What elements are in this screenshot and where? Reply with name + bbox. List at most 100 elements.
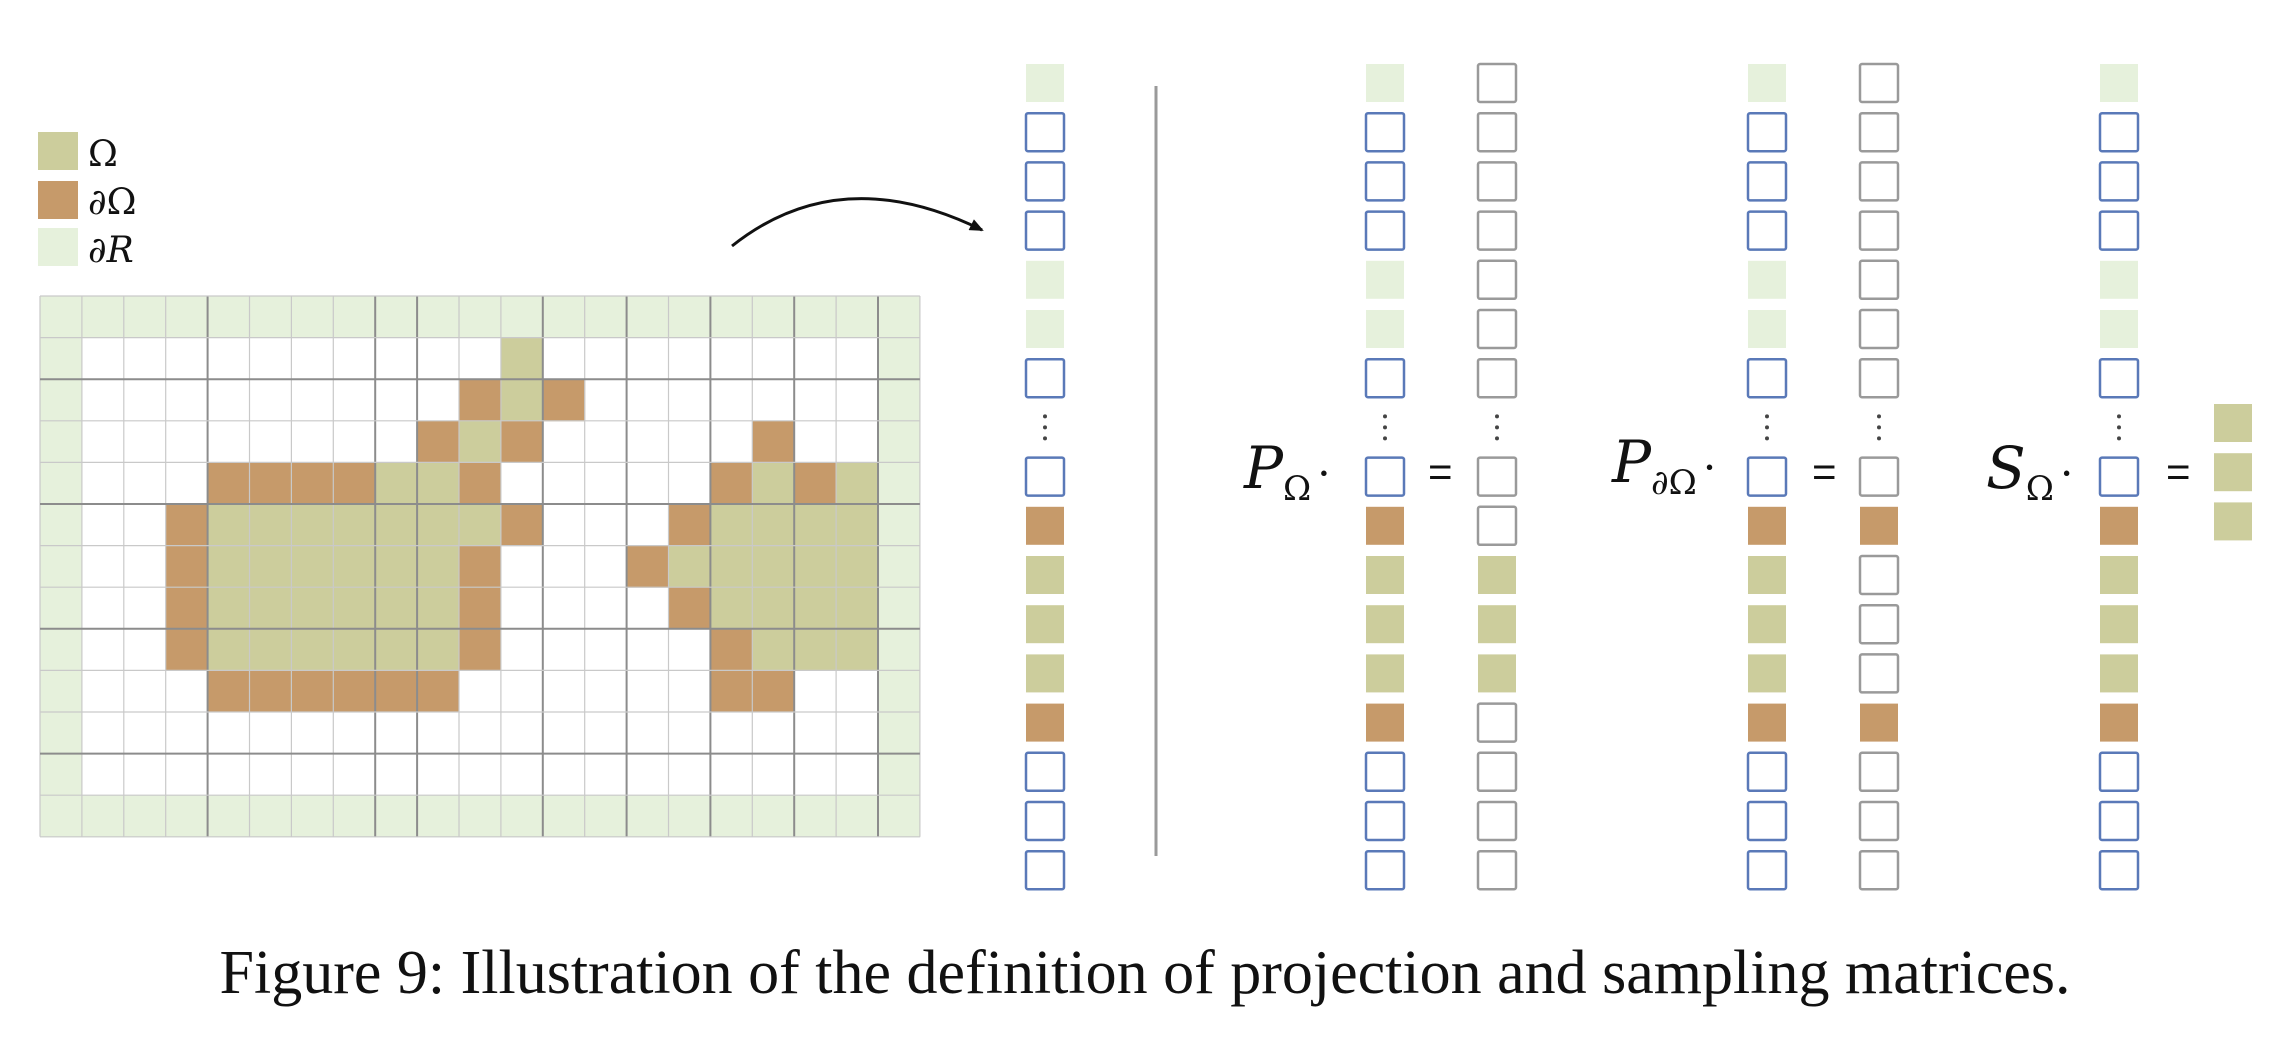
vector-cell-region-boundary	[2100, 64, 2138, 102]
grid-cell-interior	[836, 462, 879, 505]
equals-p-boundary: =	[1812, 448, 1837, 495]
vector-cell-zero	[1476, 702, 1518, 743]
grid-cell-region-boundary	[40, 753, 83, 796]
vector-ellipsis-dot	[1765, 414, 1769, 419]
vector-cell-zero	[1858, 456, 1900, 497]
vector-cell-empty	[1746, 111, 1788, 153]
vector-cell-interior	[2214, 404, 2252, 442]
vector-cell-empty	[2098, 111, 2140, 153]
vector-cell-empty	[1364, 751, 1406, 793]
operator-p-omega-dot: ·	[1317, 449, 1330, 498]
grid-cell-interior	[500, 337, 544, 380]
vector-cell-region-boundary	[2100, 260, 2138, 299]
operator-s-omega-subscript: Ω	[2026, 469, 2054, 509]
svg-text:SΩ·: SΩ ·	[1986, 434, 2073, 509]
vector-cell-interior	[1478, 556, 1516, 594]
vector-ellipsis-dot	[1043, 436, 1047, 441]
grid-cell-region-boundary	[752, 795, 795, 838]
vector-cell-zero	[1858, 161, 1900, 202]
vector-cell-zero	[1476, 62, 1518, 104]
grid-cell-boundary	[207, 462, 250, 505]
grid-cell-region-boundary	[81, 795, 125, 838]
svg-text:P∂Ω·: P∂Ω ·	[1611, 428, 1716, 503]
operator-p-boundary-subscript: ∂Ω	[1651, 463, 1697, 503]
vector-ellipsis-dot	[1495, 414, 1499, 419]
grid-cell-interior	[291, 504, 334, 547]
vector-cell-empty	[2098, 161, 2140, 202]
grid-cell-interior	[249, 545, 292, 588]
grid-cell-interior	[207, 587, 250, 630]
legend-label-boundary: ∂Ω	[88, 182, 136, 223]
vector-cell-boundary	[1860, 703, 1898, 742]
grid-cell-boundary	[165, 545, 209, 588]
vector-cell-empty	[1746, 456, 1788, 497]
grid-cell-boundary	[459, 587, 502, 630]
grid-cell-boundary	[459, 545, 502, 588]
grid-cell-region-boundary	[165, 795, 209, 838]
vector-cell-empty	[1746, 751, 1788, 793]
vector-cell-interior	[1748, 605, 1786, 644]
vector-cell-region-boundary	[1748, 64, 1786, 102]
vector-cell-zero	[1476, 111, 1518, 153]
vector-cell-interior	[1026, 605, 1064, 644]
vector-cell-empty	[1364, 357, 1406, 399]
grid-cell-interior	[417, 462, 460, 505]
grid-cell-region-boundary	[878, 420, 921, 463]
vector-cell-zero	[1476, 210, 1518, 251]
grid-cell-region-boundary	[40, 337, 83, 380]
vector-cell-zero	[1858, 603, 1900, 645]
grid-cell-interior	[375, 504, 418, 547]
grid-cell-interior	[249, 504, 292, 547]
legend-swatch-interior	[38, 132, 78, 170]
grid-cell-region-boundary	[333, 795, 376, 838]
grid-cell-interior	[500, 379, 544, 422]
grid-cell-interior	[752, 628, 795, 671]
curved-arrow	[731, 197, 984, 248]
vector-cell-empty	[2098, 357, 2140, 399]
vector-cell-region-boundary	[1026, 310, 1064, 348]
vector-cell-empty	[1364, 161, 1406, 202]
grid-cell-region-boundary	[40, 712, 83, 755]
grid-cell-boundary	[710, 670, 753, 713]
grid-cell-region-boundary	[878, 462, 921, 505]
vector-cell-empty	[1364, 456, 1406, 497]
grid-cell-interior	[207, 628, 250, 671]
grid-cell-boundary	[459, 628, 502, 671]
vector-cell-interior	[1478, 654, 1516, 693]
grid-cell-boundary	[333, 462, 376, 505]
vector-cell-empty	[1746, 357, 1788, 399]
vector-cell-empty	[1024, 800, 1066, 842]
grid-cell-region-boundary	[668, 296, 711, 339]
grid-cell-boundary	[500, 420, 544, 463]
vector-cell-interior	[1366, 556, 1404, 594]
vector-cell-zero	[1476, 259, 1518, 301]
grid-cell-interior	[375, 545, 418, 588]
vector-cell-interior	[2100, 556, 2138, 594]
grid-cell-interior	[417, 628, 460, 671]
grid-cell-boundary	[668, 504, 711, 547]
vector-cell-empty	[1746, 161, 1788, 202]
grid-cell-boundary	[333, 670, 376, 713]
vector-cell-empty	[2098, 751, 2140, 793]
grid-cell-region-boundary	[500, 795, 544, 838]
vector-cell-zero	[1476, 751, 1518, 793]
grid-cell-boundary	[542, 379, 586, 422]
grid-cell-interior	[752, 504, 795, 547]
grid-cell-region-boundary	[333, 296, 376, 339]
grid-cell-interior	[207, 545, 250, 588]
domain-grid	[39, 295, 921, 838]
vector-cell-empty	[1364, 210, 1406, 251]
vector-ellipsis-dot	[2117, 414, 2121, 419]
grid-cell-interior	[752, 545, 795, 588]
grid-cell-region-boundary	[542, 795, 586, 838]
grid-cell-region-boundary	[626, 795, 669, 838]
grid-cell-region-boundary	[40, 545, 83, 588]
grid-cell-region-boundary	[878, 545, 921, 588]
vector-cell-zero	[1858, 800, 1900, 842]
vector-cell-zero	[1476, 456, 1518, 497]
grid-cell-region-boundary	[878, 587, 921, 630]
grid-cell-interior	[417, 504, 460, 547]
vector-cell-region-boundary	[1366, 310, 1404, 348]
vector-ellipsis-dot	[2117, 425, 2121, 430]
grid-cell-region-boundary	[291, 795, 334, 838]
